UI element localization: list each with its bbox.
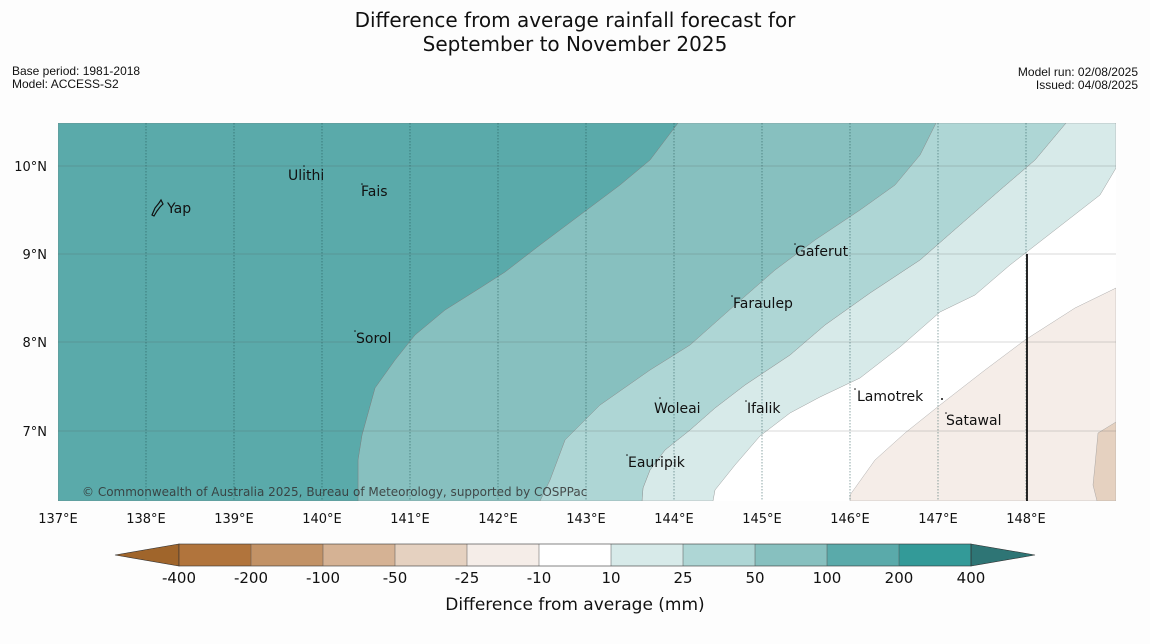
x-tick: 148°E [1006,512,1046,527]
base-period: Base period: 1981-2018 [12,64,141,78]
colorbar-swatch [899,544,971,566]
y-axis-ticks: 10°N 9°N 8°N 7°N [14,160,47,440]
band-minus25-50 [1092,421,1116,501]
band-minus10-25 [849,287,1116,501]
map-title: Difference from average rainfall forecas… [0,8,1150,56]
place-label-woleai: Woleai [654,401,701,417]
colorbar-label: -400 [162,569,196,587]
x-tick: 142°E [478,512,518,527]
yap-island-icon [151,198,164,217]
colorbar-swatch [611,544,683,566]
colorbar-label: -25 [455,569,480,587]
x-tick: 137°E [38,512,78,527]
copyright-notice: © Commonwealth of Australia 2025, Bureau… [82,485,587,499]
x-tick: 138°E [126,512,166,527]
issued-date: Issued: 04/08/2025 [1035,78,1138,92]
colorbar-swatch [755,544,827,566]
colorbar-label: -200 [234,569,268,587]
model-name: Model: ACCESS-S2 [12,77,119,91]
title-line-1: Difference from average rainfall forecas… [354,8,796,32]
colorbar-label: 400 [957,569,986,587]
place-label-lamotrek: Lamotrek [857,389,924,405]
x-tick: 146°E [830,512,870,527]
place-label-faraulep: Faraulep [733,296,793,312]
place-label-ulithi: Ulithi [288,168,324,184]
colorbar-swatch [323,544,395,566]
x-tick: 144°E [654,512,694,527]
place-label-eauripik: Eauripik [628,455,686,471]
colorbar-swatch [179,544,251,566]
y-tick: 10°N [14,160,47,175]
colorbar-label: -50 [383,569,408,587]
meta-left: Base period: 1981-2018 Model: ACCESS-S2 [12,65,140,91]
forecast-map: Yap Ulithi Fais Gaferut Faraulep Sorol L… [58,123,1116,501]
colorbar-swatch [539,544,611,566]
y-tick: 9°N [23,248,48,263]
colorbar-label: -100 [306,569,340,587]
colorbar-label: 25 [673,569,692,587]
place-label-ifalik: Ifalik [747,401,781,417]
lat-gridlines [58,165,1116,432]
x-tick: 145°E [742,512,782,527]
colorbar: -400 -200 -100 -50 -25 -10 10 25 50 100 … [114,543,1036,615]
x-tick: 140°E [302,512,342,527]
island-dots [303,165,947,456]
meta-right: Model run: 02/08/2025 Issued: 04/08/2025 [1018,66,1138,92]
band-100-200 [58,123,679,501]
y-tick: 8°N [23,336,48,351]
place-label-sorol: Sorol [356,331,391,347]
colorbar-label: 200 [885,569,914,587]
colorbar-label: 50 [745,569,764,587]
colorbar-label: 10 [601,569,620,587]
colorbar-label: -10 [527,569,552,587]
colorbar-swatch [467,544,539,566]
place-label-yap: Yap [166,201,191,217]
title-line-2: September to November 2025 [422,32,728,56]
y-tick: 7°N [23,425,48,440]
x-tick: 139°E [214,512,254,527]
colorbar-title: Difference from average (mm) [445,595,704,615]
colorbar-swatch [683,544,755,566]
colorbar-swatch [827,544,899,566]
x-tick: 143°E [566,512,606,527]
place-labels: Yap Ulithi Fais Gaferut Faraulep Sorol L… [166,168,1001,471]
colorbar-label: 100 [813,569,842,587]
place-label-satawal: Satawal [946,413,1001,429]
place-label-gaferut: Gaferut [795,244,849,260]
x-axis-ticks: 137°E 138°E 139°E 140°E 141°E 142°E 143°… [38,512,1046,527]
colorbar-extend-low [114,543,180,567]
colorbar-swatch [251,544,323,566]
model-run: Model run: 02/08/2025 [1017,65,1138,79]
colorbar-swatch [395,544,467,566]
colorbar-extend-high [970,543,1036,567]
x-tick: 147°E [918,512,958,527]
place-label-fais: Fais [361,184,388,200]
x-tick: 141°E [390,512,430,527]
gridlines [145,123,1027,501]
